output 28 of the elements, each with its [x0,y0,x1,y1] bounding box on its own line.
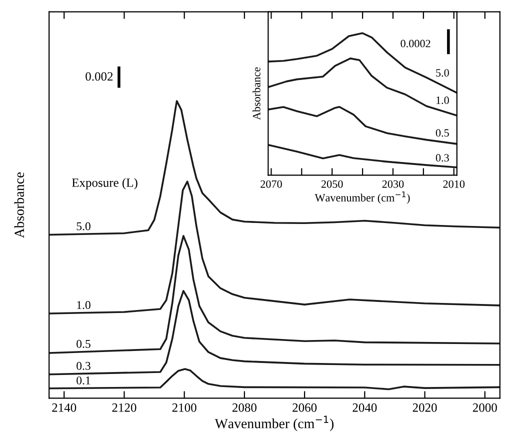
x-tick-label: 2020 [412,403,437,412]
series-label: 0.5 [436,129,449,137]
x-tick-label: 2080 [232,403,256,412]
series-label: 0.3 [76,362,90,370]
x-tick-label: 2030 [382,180,404,188]
x-tick-label: 2010 [443,180,465,188]
x-tick-label: 2050 [321,180,343,188]
y-axis-title: Absorbance [14,172,24,238]
series-label: 0.1 [76,376,90,384]
series-label: 1.0 [77,301,90,310]
x-axis-title: Wavenumber (cm$^{−1}$) [214,416,334,432]
y-axis-title: Absorbance [252,67,260,120]
annotation: Exposure (L) [72,178,138,190]
x-tick-label: 2120 [112,403,136,412]
text: 0.002 [86,72,113,81]
x-tick-label: 2000 [472,403,497,412]
series-label: 5.0 [76,222,90,230]
series-label: 1.0 [436,96,449,104]
series-label: 0.3 [436,154,449,162]
series-label: 0.5 [76,340,90,348]
x-tick-label: 2140 [52,403,76,412]
annotation: 0.0002 [400,40,430,48]
x-tick-label: 2040 [352,403,377,412]
x-tick-label: 2060 [292,403,317,412]
x-axis-title: Wavenumber (cm$^{−1}$) [314,191,410,204]
x-tick-label: 2070 [260,180,282,188]
x-tick-label: 2100 [172,403,196,412]
series-label: 5.0 [436,69,449,77]
